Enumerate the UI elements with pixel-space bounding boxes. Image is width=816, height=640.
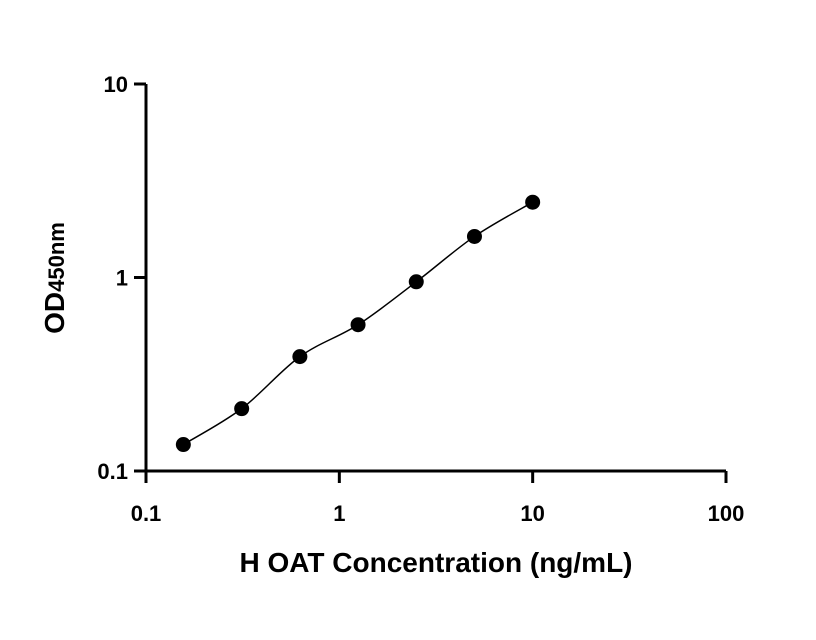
- data-point: [234, 401, 250, 417]
- y-axis-title: OD450nm: [39, 222, 70, 334]
- axes: [144, 84, 726, 473]
- data-point: [175, 437, 191, 453]
- data-point: [408, 274, 424, 290]
- x-tick-label: 1: [333, 501, 345, 526]
- y-axis-title-main: OD: [39, 292, 70, 334]
- data-point: [350, 317, 366, 333]
- data-point: [466, 228, 482, 244]
- y-axis-title-subscript: 450nm: [44, 222, 69, 292]
- data-point: [525, 194, 541, 210]
- x-tick-label: 10: [520, 501, 544, 526]
- x-axis-title: H OAT Concentration (ng/mL): [240, 547, 633, 578]
- x-tick-label: 0.1: [131, 501, 162, 526]
- y-tick-label: 10: [104, 72, 128, 97]
- data-point: [292, 349, 308, 365]
- data-points: [175, 194, 541, 453]
- tick-labels: 0.1 1 10 100 0.1 1 10: [97, 72, 744, 526]
- x-tick-label: 100: [708, 501, 745, 526]
- ticks: [134, 82, 728, 483]
- y-tick-label: 1: [116, 266, 128, 291]
- y-tick-label: 0.1: [97, 459, 128, 484]
